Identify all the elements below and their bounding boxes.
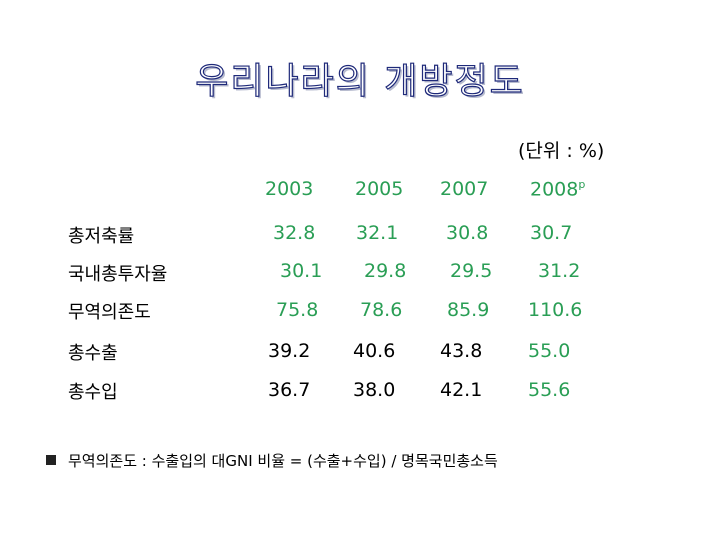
value-cell: 29.5 (450, 260, 493, 282)
preliminary-mark: p (578, 178, 586, 191)
row-label-savings-rate: 총저축률 (68, 226, 135, 247)
value-cell: 85.9 (447, 299, 490, 321)
row-label-total-imports: 총수입 (68, 382, 118, 403)
year-2008-text: 2008 (530, 178, 579, 201)
value-cell: 43.8 (440, 340, 483, 362)
value-cell: 36.7 (268, 379, 311, 401)
value-cell: 31.2 (538, 260, 581, 282)
row-label-investment-rate: 국내총투자율 (68, 264, 168, 285)
row-label-total-exports: 총수출 (68, 343, 118, 364)
unit-label: (단위 : %) (518, 140, 605, 162)
value-cell: 55.6 (528, 379, 571, 401)
value-cell: 30.7 (530, 222, 573, 244)
value-cell: 30.8 (446, 222, 489, 244)
value-cell: 30.1 (280, 260, 323, 282)
value-cell: 42.1 (440, 379, 483, 401)
year-2003-header: 2003 (265, 178, 314, 200)
bullet-square-icon (46, 455, 56, 465)
year-2008-header: 2008p (530, 178, 585, 200)
value-cell: 38.0 (353, 379, 396, 401)
value-cell: 55.0 (528, 340, 571, 362)
footnote: 무역의존도 : 수출입의 대GNI 비율 = (수출+수입) / 명목국민총소득 (46, 450, 498, 471)
value-cell: 78.6 (360, 299, 403, 321)
row-label-trade-dependency: 무역의존도 (68, 302, 151, 323)
value-cell: 32.1 (356, 222, 399, 244)
footnote-text: 무역의존도 : 수출입의 대GNI 비율 = (수출+수입) / 명목국민총소득 (68, 452, 498, 470)
year-2005-header: 2005 (355, 178, 404, 200)
year-2007-header: 2007 (440, 178, 489, 200)
value-cell: 32.8 (273, 222, 316, 244)
value-cell: 110.6 (528, 299, 583, 321)
value-cell: 75.8 (276, 299, 319, 321)
value-cell: 40.6 (353, 340, 396, 362)
value-cell: 39.2 (268, 340, 311, 362)
slide-title: 우리나라의 개방정도 (195, 60, 525, 102)
value-cell: 29.8 (364, 260, 407, 282)
